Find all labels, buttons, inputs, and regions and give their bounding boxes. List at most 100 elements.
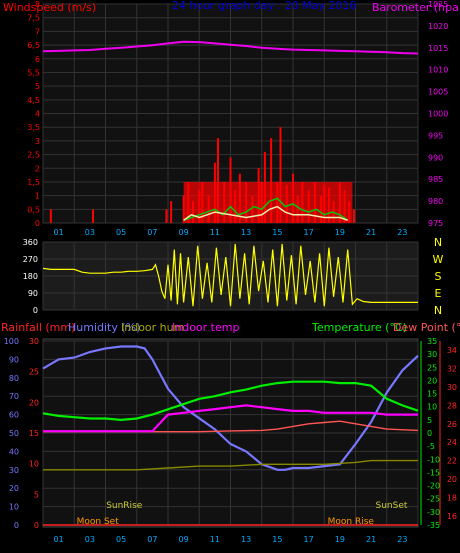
chart-title: 24 hour graph day : 20 May 2016 <box>172 0 357 12</box>
barometer-tick-label: 985 <box>428 175 443 184</box>
moon-event-label: Moon Set <box>77 517 120 527</box>
wind-hour-tick-label: 07 <box>147 228 157 237</box>
barometer-axis-title: Barometer (hpa) <box>372 1 460 14</box>
windspeed-tick-label: 0 <box>35 219 40 228</box>
windspeed-tick-label: 6,5 <box>27 41 40 50</box>
windspeed-line <box>183 197 349 222</box>
rainfall-tick-label: 20 <box>29 398 39 407</box>
direction-tick-label: 270 <box>23 255 38 264</box>
windspeed-tick-label: 2,5 <box>27 151 40 160</box>
direction-series <box>42 243 418 307</box>
barometer-tick-label: 1000 <box>428 110 448 119</box>
wind-hour-tick-label: 09 <box>179 228 189 237</box>
windspeed-tick-label: 3,5 <box>27 123 40 132</box>
compass-label: W <box>433 253 444 266</box>
wind-series <box>42 40 419 223</box>
sun-event-label: SunSet <box>375 501 407 511</box>
barometer-tick-label: 990 <box>428 153 443 162</box>
windspeed-tick-label: 5,5 <box>27 68 40 77</box>
rainfall-tick-label: 15 <box>29 429 39 438</box>
wind-hour-tick-label: 03 <box>85 228 95 237</box>
windspeed-tick-label: 6 <box>35 55 40 64</box>
windspeed-tick-label: 4,5 <box>27 96 40 105</box>
temp-hour-tick-label: 09 <box>179 535 189 544</box>
direction-tick-label: 0 <box>33 306 38 315</box>
compass-label: N <box>434 304 442 317</box>
rainfall-tick-label: 0 <box>34 521 39 530</box>
indoor-temp-tick-label: 20 <box>447 475 457 484</box>
temperature-axis-labels: 1009080706050403020100302520151050353025… <box>4 337 457 544</box>
indoor-temp-tick-label: 16 <box>447 512 457 521</box>
wind-hour-tick-label: 17 <box>304 228 314 237</box>
rainfall-tick-label: 30 <box>29 337 39 346</box>
barometer-tick-label: 975 <box>428 219 443 228</box>
temperature-tick-label: 10 <box>427 403 437 412</box>
temperature-tick-label: 35 <box>427 337 437 346</box>
temperature-gridlines <box>42 340 419 526</box>
legend-temperature: Temperature (°C) <box>311 321 407 334</box>
indoor-temp-tick-label: 32 <box>447 365 457 374</box>
windspeed-tick-label: 5 <box>35 82 40 91</box>
direction-line <box>42 243 418 307</box>
wind-hour-tick-label: 15 <box>272 228 282 237</box>
legend-indoor-hum: Indoor hum <box>121 321 184 334</box>
temperature-tick-label: 15 <box>427 390 437 399</box>
humidity-tick-label: 10 <box>9 503 19 512</box>
direction-tick-label: 90 <box>28 289 38 298</box>
temp-hour-tick-label: 11 <box>210 535 220 544</box>
temperature-tick-label: -35 <box>427 521 440 530</box>
wind-hour-tick-label: 19 <box>335 228 345 237</box>
windspeed-tick-label: 7,5 <box>27 14 40 23</box>
temperature-tick-label: 20 <box>427 376 437 385</box>
humidity-tick-label: 80 <box>9 374 19 383</box>
temp-hour-tick-label: 15 <box>272 535 282 544</box>
compass-label: E <box>435 287 442 300</box>
temperature-tick-label: 30 <box>427 350 437 359</box>
wind-hour-tick-label: 13 <box>241 228 251 237</box>
indoor-temp-tick-label: 34 <box>447 346 457 355</box>
compass-label: S <box>435 270 442 283</box>
temperature-tick-label: -30 <box>427 508 440 517</box>
humidity-tick-label: 30 <box>9 466 19 475</box>
temperature-tick-label: -10 <box>427 455 440 464</box>
direction-gridlines <box>42 241 419 311</box>
humidity-line <box>42 345 419 471</box>
humidity-tick-label: 70 <box>9 392 19 401</box>
barometer-tick-label: 980 <box>428 197 443 206</box>
wind-hour-tick-label: 01 <box>54 228 64 237</box>
wind-hour-tick-label: 23 <box>397 228 407 237</box>
wind-hour-tick-label: 05 <box>116 228 126 237</box>
average-wind-line <box>183 205 348 222</box>
barometer-tick-label: 1020 <box>428 22 448 31</box>
humidity-tick-label: 40 <box>9 447 19 456</box>
temp-hour-tick-label: 05 <box>116 535 126 544</box>
windspeed-tick-label: 1 <box>35 192 40 201</box>
windspeed-tick-label: 8 <box>35 0 40 9</box>
wind-hour-tick-label: 21 <box>366 228 376 237</box>
windspeed-tick-label: 1,5 <box>27 178 40 187</box>
temperature-tick-label: 5 <box>427 416 432 425</box>
temperature-tick-label: -5 <box>427 442 435 451</box>
windspeed-tick-label: 3 <box>35 137 40 146</box>
indoor-temp-tick-label: 26 <box>447 420 457 429</box>
wind-axis-labels: 8 7,5 7 6,5 6 5,5 5 4,5 4 3,5 3 2,5 2 1,5 1 0,5 0 1025 102… <box>27 0 448 237</box>
direction-tick-label: 180 <box>23 272 38 281</box>
legend-rainfall: Rainfall (mm) <box>1 321 75 334</box>
temp-hour-tick-label: 01 <box>54 535 64 544</box>
compass-label: N <box>434 236 442 249</box>
temp-hour-tick-label: 03 <box>85 535 95 544</box>
temperature-tick-label: -15 <box>427 468 440 477</box>
barometer-tick-label: 995 <box>428 131 443 140</box>
legend-indoor-temp: Indoor temp <box>172 321 239 334</box>
wind-hour-tick-label: 11 <box>210 228 220 237</box>
rainfall-tick-label: 25 <box>29 368 39 377</box>
humidity-tick-label: 60 <box>9 411 19 420</box>
humidity-tick-label: 0 <box>14 521 19 530</box>
temp-hour-tick-label: 17 <box>304 535 314 544</box>
rainfall-tick-label: 5 <box>34 490 39 499</box>
windspeed-tick-label: 2 <box>35 164 40 173</box>
temperature-series <box>42 345 419 526</box>
temp-hour-tick-label: 21 <box>366 535 376 544</box>
barometer-tick-label: 1025 <box>428 0 448 9</box>
